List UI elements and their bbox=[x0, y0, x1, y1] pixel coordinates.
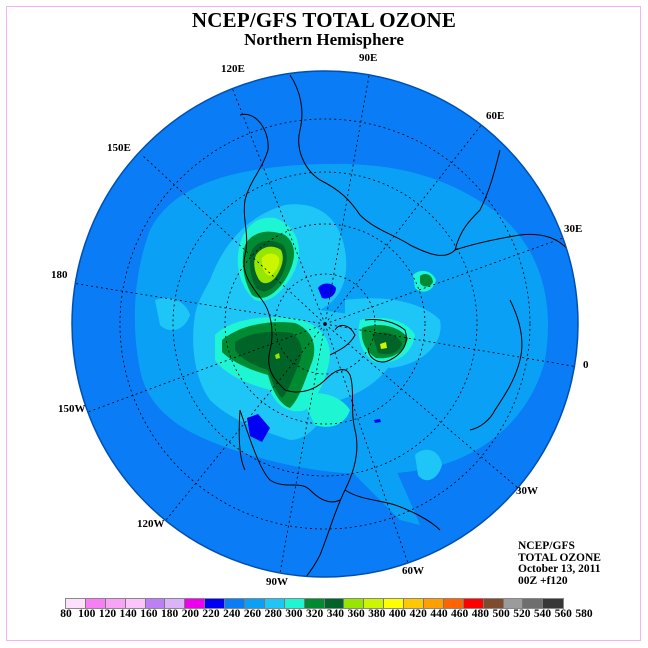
colorbar-tick-label: 200 bbox=[181, 608, 199, 620]
lon-label-150e: 150E bbox=[107, 142, 131, 154]
lon-label-120e: 120E bbox=[221, 63, 245, 75]
colorbar-cell bbox=[66, 599, 86, 608]
colorbar-cell bbox=[463, 599, 484, 608]
colorbar-cell bbox=[284, 599, 305, 608]
coastlines bbox=[238, 74, 569, 577]
info-date: October 13, 2011 bbox=[518, 563, 601, 575]
colorbar-cell bbox=[483, 599, 504, 608]
colorbar-tick-label: 440 bbox=[430, 608, 448, 620]
colorbar-tick-label: 360 bbox=[347, 608, 365, 620]
info-forecast-hour: 00Z +f120 bbox=[518, 574, 568, 587]
figure-frame bbox=[6, 6, 641, 641]
lon-label-60e: 60E bbox=[486, 110, 505, 122]
colorbar-cell bbox=[264, 599, 285, 608]
colorbar-tick-label: 580 bbox=[575, 608, 593, 620]
colorbar-tick-label: 400 bbox=[388, 608, 407, 620]
colorbar-tick-label: 420 bbox=[409, 608, 427, 620]
colorbar-tick-label: 320 bbox=[306, 608, 324, 620]
colorbar-cell bbox=[205, 599, 226, 608]
lon-label-120w: 120W bbox=[137, 518, 165, 530]
colorbar-tick-label: 500 bbox=[492, 608, 510, 620]
colorbar-cell bbox=[245, 599, 265, 608]
colorbar-cell bbox=[85, 599, 106, 608]
colorbar-cell bbox=[523, 599, 544, 608]
graticule bbox=[72, 71, 578, 574]
colorbar-tick-label: 300 bbox=[285, 608, 303, 620]
colorbar-cell bbox=[364, 599, 385, 608]
ozone-contour-fill bbox=[72, 71, 578, 577]
colorbar-cell bbox=[384, 599, 405, 608]
colorbar bbox=[65, 598, 565, 609]
colorbar-tick-label: 540 bbox=[533, 608, 552, 620]
lon-label-180: 180 bbox=[51, 269, 68, 281]
info-block: NCEP/GFS TOTAL OZONE October 13, 2011 00… bbox=[518, 540, 601, 587]
lon-label-90w: 90W bbox=[266, 576, 288, 588]
colorbar-cell bbox=[165, 599, 186, 608]
lon-label-90e: 90E bbox=[359, 52, 378, 64]
lon-label-150w: 150W bbox=[58, 403, 86, 415]
page-subtitle: Northern Hemisphere bbox=[244, 30, 404, 49]
colorbar-tick-label: 80 bbox=[60, 608, 72, 620]
colorbar-tick-label: 560 bbox=[554, 608, 572, 620]
colorbar-cell bbox=[105, 599, 126, 608]
page-title: NCEP/GFS TOTAL OZONE bbox=[191, 8, 457, 32]
colorbar-tick-label: 240 bbox=[223, 608, 241, 620]
map-border bbox=[71, 70, 579, 578]
lon-label-60w: 60W bbox=[402, 565, 424, 577]
colorbar-tick-label: 340 bbox=[326, 608, 344, 620]
colorbar-tick-label: 520 bbox=[513, 608, 531, 620]
colorbar-cell bbox=[543, 599, 564, 608]
colorbar-tick-label: 460 bbox=[451, 608, 469, 620]
colorbar-tick-label: 480 bbox=[471, 608, 490, 620]
colorbar-tick-label: 100 bbox=[78, 608, 96, 620]
colorbar-tick-label: 280 bbox=[264, 608, 282, 620]
colorbar-tick-label: 120 bbox=[98, 608, 117, 620]
colorbar-tick-label: 260 bbox=[243, 608, 262, 620]
colorbar-tick-label: 220 bbox=[202, 608, 220, 620]
colorbar-tick-label: 140 bbox=[119, 608, 137, 620]
colorbar-labels: 80 100 120 140 160 180 200 220 240 260 280 300 320 34… bbox=[0, 608, 648, 622]
colorbar-cell bbox=[344, 599, 365, 608]
colorbar-cell bbox=[225, 599, 246, 608]
colorbar-cell bbox=[443, 599, 464, 608]
colorbar-cell bbox=[404, 599, 425, 608]
info-variable: TOTAL OZONE bbox=[518, 551, 601, 564]
colorbar-cell bbox=[324, 599, 345, 608]
lon-label-30w: 30W bbox=[516, 485, 538, 497]
colorbar-cell bbox=[304, 599, 325, 608]
colorbar-tick-label: 180 bbox=[160, 608, 179, 620]
colorbar-cell bbox=[185, 599, 206, 608]
info-source: NCEP/GFS bbox=[518, 540, 575, 552]
colorbar-cell bbox=[503, 599, 524, 608]
colorbar-cell bbox=[145, 599, 166, 608]
colorbar-cell bbox=[424, 599, 444, 608]
lon-label-0: 0 bbox=[583, 359, 589, 371]
lon-label-30e: 30E bbox=[564, 223, 583, 235]
colorbar-cell bbox=[125, 599, 146, 608]
colorbar-tick-label: 380 bbox=[368, 608, 386, 620]
colorbar-tick-label: 160 bbox=[140, 608, 158, 620]
